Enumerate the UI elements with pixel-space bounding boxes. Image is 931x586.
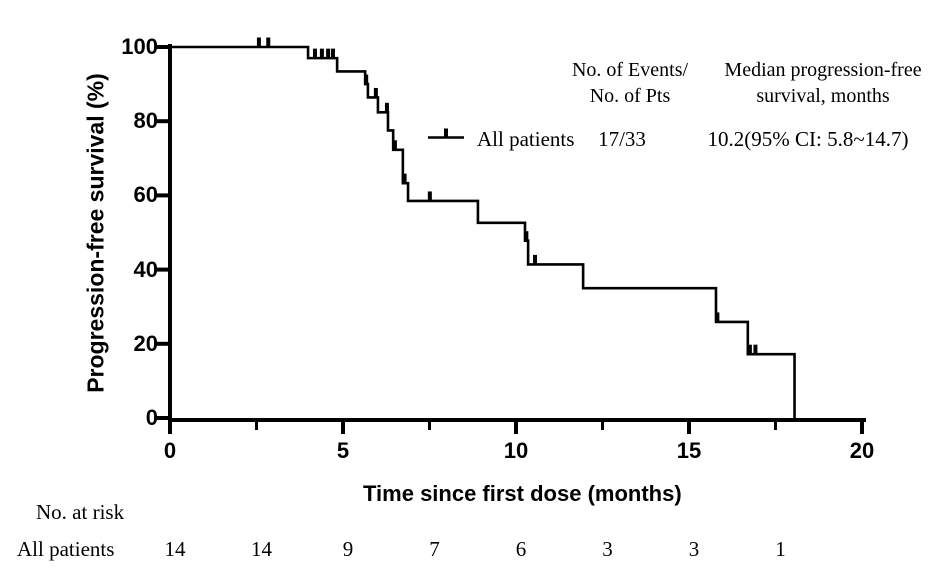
- y-tick-label: 40: [133, 256, 158, 282]
- x-axis-minor-tick: [774, 422, 777, 430]
- events-header-line2: No. of Pts: [589, 85, 671, 107]
- x-axis-major-tick: [168, 422, 172, 434]
- risk-count: 14: [251, 537, 272, 561]
- events-column-header: No. of Events/ No. of Pts: [520, 57, 740, 109]
- x-axis-major-tick: [514, 422, 518, 434]
- x-axis-minor-tick: [601, 422, 604, 430]
- risk-count: 3: [688, 537, 700, 561]
- x-axis-major-tick: [687, 422, 691, 434]
- x-tick-label: 0: [163, 438, 177, 463]
- median-header-line2: survival, months: [756, 85, 890, 107]
- censor-tick: [392, 140, 397, 150]
- x-axis-minor-tick: [428, 422, 431, 430]
- censor-tick: [402, 173, 407, 184]
- y-axis-tick: [156, 267, 168, 272]
- censor-tick: [373, 87, 378, 98]
- censor-tick: [256, 37, 261, 47]
- censor-tick: [319, 48, 324, 59]
- censor-tick: [364, 74, 369, 85]
- y-axis-tick: [156, 416, 168, 420]
- x-axis-line: [168, 418, 866, 422]
- x-tick-label: 15: [676, 438, 702, 463]
- censor-tick: [524, 231, 529, 241]
- risk-count: 3: [602, 537, 613, 561]
- risk-count: 9: [342, 537, 354, 561]
- legend-median-value: 10.2(95% CI: 5.8~14.7): [707, 127, 909, 151]
- risk-count: 1: [775, 537, 786, 561]
- censor-tick: [330, 48, 335, 59]
- y-tick-label: 60: [133, 182, 158, 208]
- y-axis-tick: [156, 45, 168, 49]
- risk-count: 6: [515, 537, 527, 561]
- y-tick-label: 0: [145, 405, 158, 430]
- x-axis-minor-tick: [255, 422, 258, 430]
- censor-tick: [715, 312, 720, 322]
- censor-tick: [427, 191, 432, 201]
- y-tick-label: 100: [121, 34, 158, 59]
- censor-tick: [312, 48, 317, 59]
- censor-tick: [326, 48, 331, 59]
- risk-table-header: No. at risk: [36, 500, 125, 524]
- median-header-line1: Median progression-free: [724, 59, 922, 81]
- y-axis-tick: [156, 193, 168, 198]
- censor-tick: [753, 344, 758, 355]
- x-axis-title: Time since first dose (months): [363, 481, 682, 506]
- y-tick-label: 20: [133, 330, 158, 356]
- y-tick-label: 80: [133, 108, 158, 134]
- x-tick-label: 20: [849, 438, 875, 463]
- censor-tick: [384, 102, 389, 113]
- risk-count: 14: [164, 537, 186, 561]
- risk-row-label: All patients: [17, 537, 115, 561]
- risk-count: 7: [429, 537, 440, 561]
- events-header-line1: No. of Events/: [571, 59, 689, 81]
- censor-tick: [747, 344, 752, 355]
- x-axis-major-tick: [341, 422, 345, 434]
- y-axis-tick: [156, 119, 168, 124]
- x-axis-major-tick: [860, 422, 864, 434]
- censor-tick: [533, 254, 538, 265]
- y-axis-line: [168, 44, 172, 422]
- x-tick-label: 5: [336, 438, 350, 463]
- legend-events-value: 17/33: [598, 127, 646, 151]
- censor-tick: [266, 37, 271, 47]
- median-column-header: Median progression-free survival, months: [708, 57, 931, 109]
- x-tick-label: 10: [503, 438, 529, 463]
- legend-series-label: All patients: [477, 127, 575, 151]
- y-axis-tick: [156, 341, 168, 346]
- legend-censor-tick-icon: [444, 128, 448, 139]
